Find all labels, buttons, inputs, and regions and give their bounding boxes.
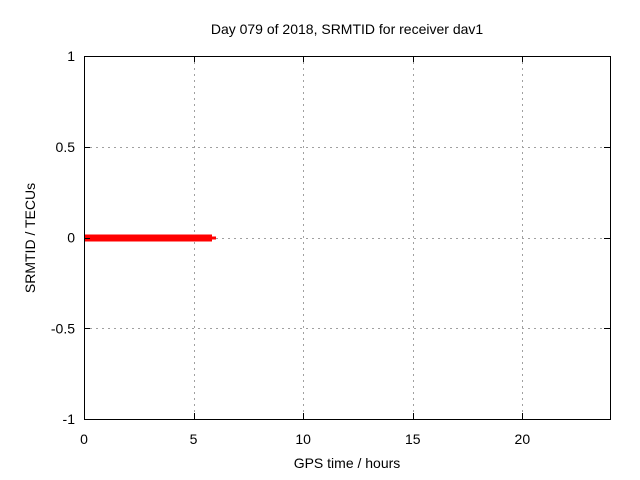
- x-tick-label: 0: [80, 431, 88, 447]
- x-axis-label: GPS time / hours: [293, 455, 401, 471]
- x-tick-label: 5: [190, 431, 198, 447]
- x-tick-label: 10: [295, 431, 311, 447]
- x-tick-label: 20: [515, 431, 531, 447]
- y-tick-label: -0.5: [51, 320, 75, 336]
- y-tick-label: 0: [67, 230, 75, 246]
- y-tick-label: -1: [63, 411, 76, 427]
- y-tick-label: 1: [67, 48, 75, 64]
- chart-title: Day 079 of 2018, SRMTID for receiver dav…: [210, 21, 484, 37]
- x-tick-label: 15: [405, 431, 421, 447]
- y-tick-label: 0.5: [56, 139, 76, 155]
